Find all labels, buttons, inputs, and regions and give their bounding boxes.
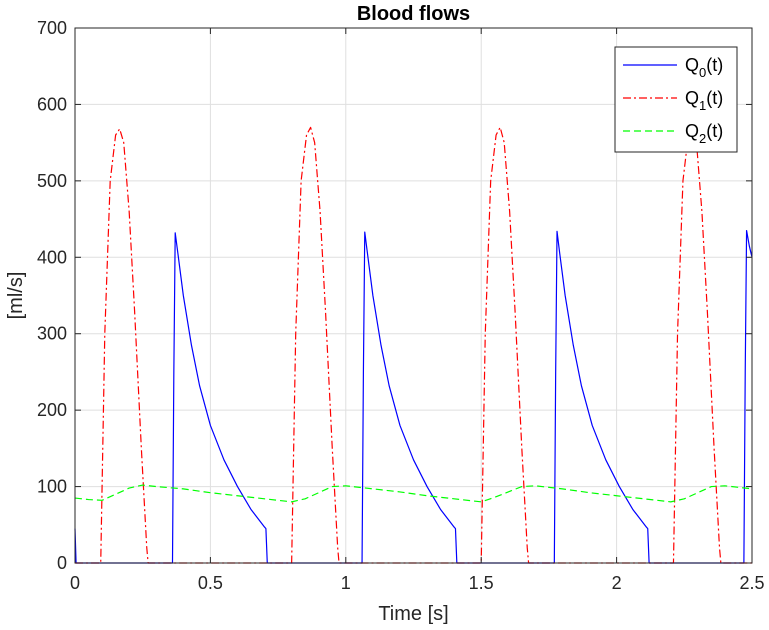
legend-item-q2: Q2(t) (623, 121, 723, 146)
x-tick-label: 2 (612, 573, 622, 593)
tick-marks (74, 27, 753, 564)
legend-item-q1: Q1(t) (623, 88, 723, 113)
y-tick-label: 500 (37, 171, 67, 191)
chart-title: Blood flows (357, 3, 470, 25)
y-tick-label: 0 (57, 553, 67, 573)
x-tick-label: 2.5 (739, 573, 764, 593)
y-tick-label: 700 (37, 18, 67, 38)
x-tick-label: 1 (341, 573, 351, 593)
series-line-q2 (74, 484, 753, 503)
y-tick-label: 300 (37, 324, 67, 344)
legend-label: Q2(t) (685, 121, 723, 146)
x-tick-label: 0.5 (198, 573, 223, 593)
y-tick-label: 200 (37, 400, 67, 420)
x-tick-label: 1.5 (469, 573, 494, 593)
x-tick-label: 0 (70, 573, 80, 593)
y-tick-label: 400 (37, 247, 67, 267)
legend: Q0(t) Q1(t) Q2(t) (614, 46, 738, 153)
plot-frame (74, 27, 753, 564)
legend-label: Q0(t) (685, 55, 723, 80)
y-tick-labels: 0 100 200 300 400 500 600 700 (37, 18, 67, 573)
legend-items: Q0(t) Q1(t) Q2(t) (623, 55, 723, 146)
x-tick-labels: 0 0.5 1 1.5 2 2.5 (70, 573, 765, 593)
legend-label: Q1(t) (685, 88, 723, 113)
legend-item-q0: Q0(t) (623, 55, 723, 80)
series-line-q0 (74, 229, 753, 564)
y-tick-label: 600 (37, 94, 67, 114)
y-tick-label: 100 (37, 477, 67, 497)
y-axis-label: [ml/s] (5, 272, 27, 320)
x-axis-label: Time [s] (378, 603, 448, 625)
